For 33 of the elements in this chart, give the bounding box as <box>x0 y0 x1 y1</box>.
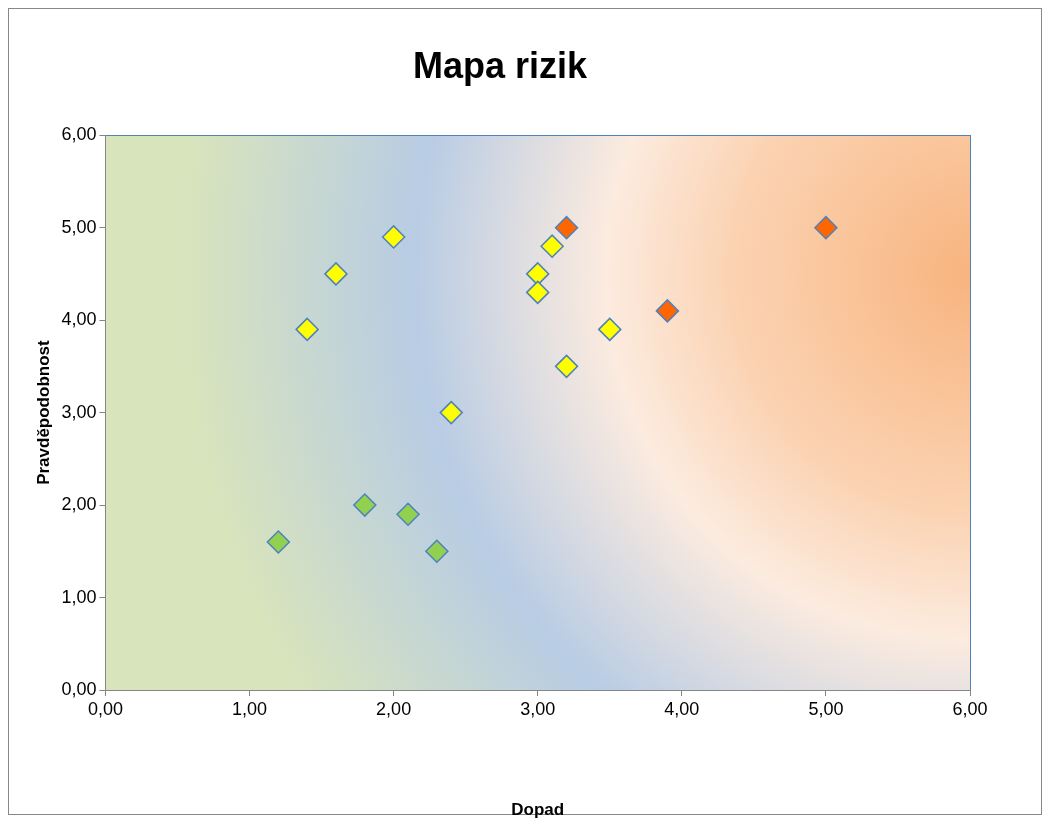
point <box>655 299 680 323</box>
y-tick-label: 1,00 <box>61 586 97 607</box>
x-axis-title: Dopad <box>511 800 565 820</box>
point <box>554 215 579 240</box>
y-axis-title: Pravděpodobnost <box>33 340 53 485</box>
y-tick-label: 4,00 <box>61 309 97 330</box>
point <box>353 493 377 517</box>
point <box>540 234 564 258</box>
y-tick-label: 2,00 <box>61 494 97 515</box>
y-tick-label: 6,00 <box>61 124 97 145</box>
x-tick-label: 0,00 <box>87 698 123 719</box>
x-tick-label: 6,00 <box>952 698 988 719</box>
y-tick-label: 0,00 <box>61 678 97 699</box>
x-tick-label: 4,00 <box>664 698 700 719</box>
point <box>266 530 291 554</box>
point <box>425 539 449 564</box>
x-tick-label: 5,00 <box>808 698 844 719</box>
point <box>525 280 550 305</box>
point <box>598 317 622 342</box>
x-tick-label: 3,00 <box>520 698 556 719</box>
y-tick-label: 3,00 <box>61 401 97 422</box>
x-tick-label: 1,00 <box>232 698 268 719</box>
point <box>381 225 406 249</box>
point <box>396 502 420 527</box>
point <box>525 262 550 286</box>
point <box>554 354 579 379</box>
x-tick-label: 2,00 <box>376 698 412 719</box>
y-tick-label: 5,00 <box>61 216 97 237</box>
chart-title: Mapa rizik <box>412 44 589 86</box>
point <box>295 317 319 342</box>
point <box>324 262 348 286</box>
point <box>439 400 464 425</box>
point <box>814 215 838 240</box>
